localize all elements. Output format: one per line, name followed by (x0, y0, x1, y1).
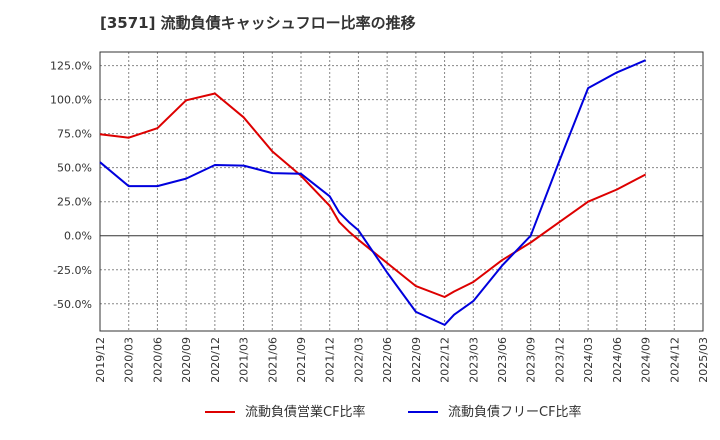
x-tick-label: 2022/12 (439, 337, 452, 383)
y-tick-label: 125.0% (50, 60, 92, 73)
legend-label: 流動負債フリーCF比率 (448, 404, 582, 420)
x-tick-label: 2024/09 (640, 337, 653, 383)
plot-border (99, 51, 704, 332)
y-tick-label: 50.0% (57, 162, 92, 175)
y-tick-label: -50.0% (53, 298, 92, 311)
x-tick-label: 2020/09 (180, 337, 193, 383)
x-tick-label: 2022/09 (410, 337, 423, 383)
x-tick-label: 2021/06 (266, 337, 279, 383)
y-tick-label: -25.0% (53, 264, 92, 277)
series-line (99, 59, 646, 326)
x-tick-label: 2020/12 (209, 337, 222, 383)
x-tick-label: 2023/09 (525, 337, 538, 383)
x-tick-label: 2022/03 (352, 337, 365, 383)
y-tick-label: 100.0% (50, 94, 92, 107)
y-tick-label: 25.0% (57, 196, 92, 209)
y-tick-label: 0.0% (64, 230, 92, 243)
x-tick-label: 2021/03 (238, 337, 251, 383)
x-tick-label: 2022/06 (381, 337, 394, 383)
x-tick-label: 2023/12 (553, 337, 566, 383)
plot-area (100, 52, 703, 331)
x-tick-label: 2020/03 (123, 337, 136, 383)
y-tick-label: 75.0% (57, 128, 92, 141)
x-tick-label: 2024/06 (611, 337, 624, 383)
x-tick-label: 2025/03 (697, 337, 710, 383)
series-line (99, 92, 647, 298)
x-tick-label: 2024/03 (582, 337, 595, 383)
x-tick-label: 2021/09 (295, 337, 308, 383)
x-tick-label: 2019/12 (94, 337, 107, 383)
x-tick-label: 2023/06 (496, 337, 509, 383)
x-tick-label: 2024/12 (668, 337, 681, 383)
legend-label: 流動負債営業CF比率 (245, 404, 366, 420)
x-tick-label: 2020/06 (151, 337, 164, 383)
x-tick-label: 2023/03 (467, 337, 480, 383)
chart-title: [3571] 流動負債キャッシュフロー比率の推移 (100, 14, 416, 32)
x-tick-label: 2021/12 (324, 337, 337, 383)
